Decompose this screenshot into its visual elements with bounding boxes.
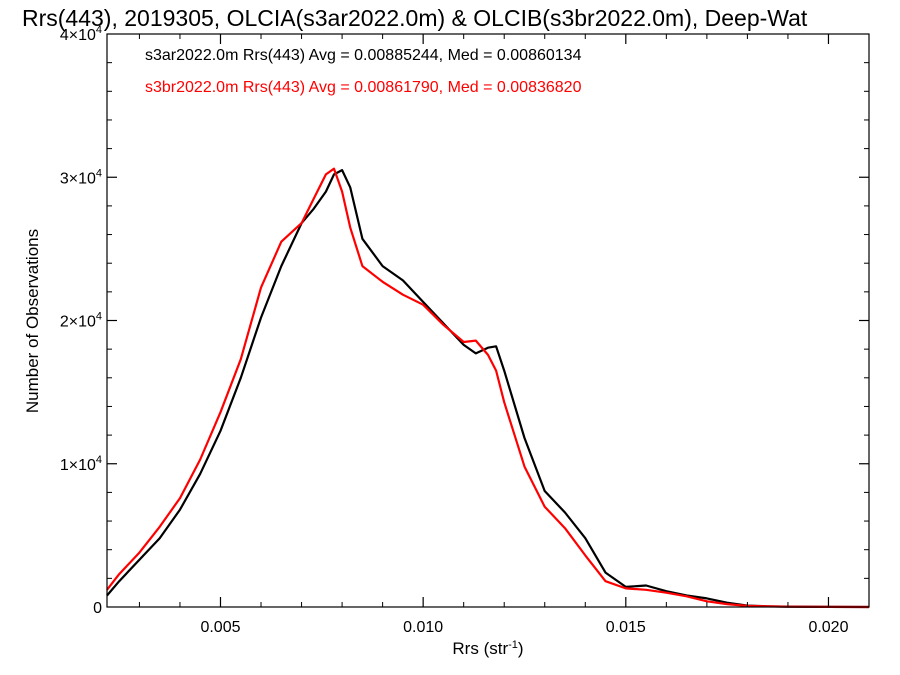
y-axis-label: Number of Observations [23, 229, 42, 413]
x-axis-label-main: Rrs (str [452, 639, 508, 658]
legend-entry-s3ar: s3ar2022.0m Rrs(443) Avg = 0.00885244, M… [145, 47, 582, 64]
y-tick-label-base: 0 [93, 600, 102, 617]
y-tick-label: 4×104 [60, 24, 102, 44]
x-tick-label: 0.015 [606, 619, 646, 636]
y-tick-label-exponent: 4 [96, 454, 102, 466]
axes-frame [106, 33, 870, 608]
y-tick-label: 3×104 [60, 167, 102, 187]
x-axis-label-close: ) [518, 639, 524, 658]
x-axis-label: Rrs (str-1) [452, 639, 523, 658]
y-tick-label: 2×104 [60, 311, 102, 331]
chart-title: Rrs(443), 2019305, OLCIA(s3ar2022.0m) & … [22, 5, 808, 31]
y-tick-label-base: 4×10 [60, 27, 96, 44]
x-tick-label: 0.005 [200, 619, 240, 636]
x-axis-label-exponent: -1 [508, 639, 518, 651]
plot-area: 0.005 0.010 0.015 0.02001×1042×1043×1044×10… [60, 24, 870, 636]
y-tick-label: 0 [93, 600, 102, 617]
series-s3ar-line [106, 169, 870, 609]
y-tick-label-exponent: 4 [96, 24, 102, 36]
y-tick-label-base: 2×10 [60, 314, 96, 331]
y-tick-label-base: 1×10 [60, 457, 96, 474]
legend: s3ar2022.0m Rrs(443) Avg = 0.00885244, M… [145, 47, 582, 96]
x-tick-label: 0.010 [403, 619, 443, 636]
y-tick-label-exponent: 4 [96, 167, 102, 179]
y-tick-label: 1×104 [60, 454, 102, 474]
y-tick-label-exponent: 4 [96, 311, 102, 323]
legend-entry-s3br: s3br2022.0m Rrs(443) Avg = 0.00861790, M… [145, 79, 582, 96]
y-tick-label-base: 3×10 [60, 170, 96, 187]
ticks-layer: 0.005 0.010 0.015 0.02001×1042×1043×1044×10… [60, 24, 869, 636]
series-layer [106, 167, 870, 609]
series-s3br-line [106, 167, 870, 609]
x-tick-label: 0.020 [808, 619, 848, 636]
